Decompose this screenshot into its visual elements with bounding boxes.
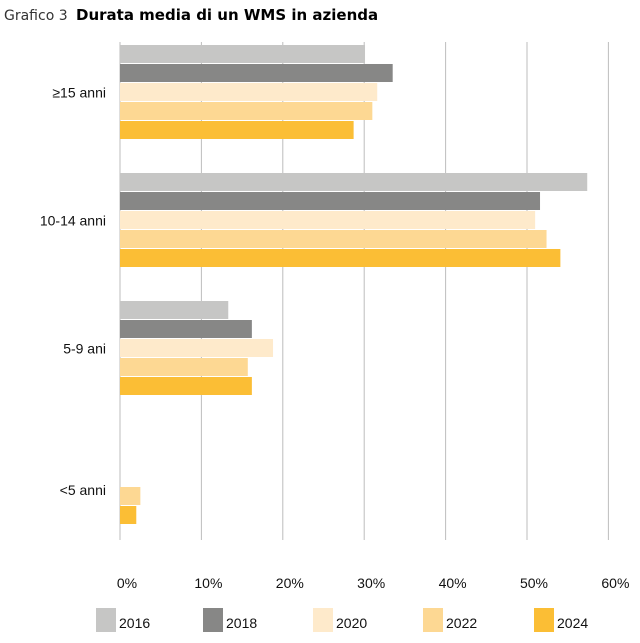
bar-2016	[120, 173, 588, 191]
legend-swatch-2022	[423, 608, 443, 632]
bar-2024	[120, 377, 252, 395]
legend-label: 2018	[226, 615, 257, 631]
bar-2018	[120, 64, 393, 82]
bar-2022	[120, 230, 547, 248]
bar-2024	[120, 249, 561, 267]
x-tick-label: 50%	[520, 575, 548, 591]
bar-2020	[120, 211, 536, 229]
bar-2016	[120, 45, 366, 63]
bar-2018	[120, 192, 541, 210]
bar-2022	[120, 102, 373, 120]
x-tick-label: 30%	[357, 575, 385, 591]
chart-title: Durata media di un WMS in azienda	[76, 6, 378, 24]
legend-swatch-2020	[313, 608, 333, 632]
legend-label: 2024	[557, 615, 588, 631]
bar-2024	[120, 121, 354, 139]
bar-2024	[120, 506, 137, 524]
legend-label: 2022	[446, 615, 477, 631]
legend-label: 2020	[336, 615, 367, 631]
legend-swatch-2024	[534, 608, 554, 632]
legend-swatch-2018	[203, 608, 223, 632]
y-category-label: 5-9 ani	[63, 341, 106, 357]
bar-2020	[120, 339, 274, 357]
y-category-label: ≥15 anni	[52, 85, 106, 101]
x-tick-label: 60%	[601, 575, 629, 591]
legend-label: 2016	[119, 615, 150, 631]
bar-2022	[120, 487, 141, 505]
bar-2018	[120, 320, 252, 338]
x-tick-label: 20%	[276, 575, 304, 591]
chart-title-prefix: Grafico 3	[4, 8, 68, 24]
y-category-label: <5 anni	[60, 482, 106, 498]
x-tick-label: 10%	[194, 575, 222, 591]
x-tick-label: 0%	[117, 575, 137, 591]
bar-2016	[120, 301, 229, 319]
legend-swatch-2016	[96, 608, 116, 632]
bar-2022	[120, 358, 248, 376]
bar-2020	[120, 83, 378, 101]
x-tick-label: 40%	[439, 575, 467, 591]
y-category-label: 10-14 anni	[40, 213, 106, 229]
